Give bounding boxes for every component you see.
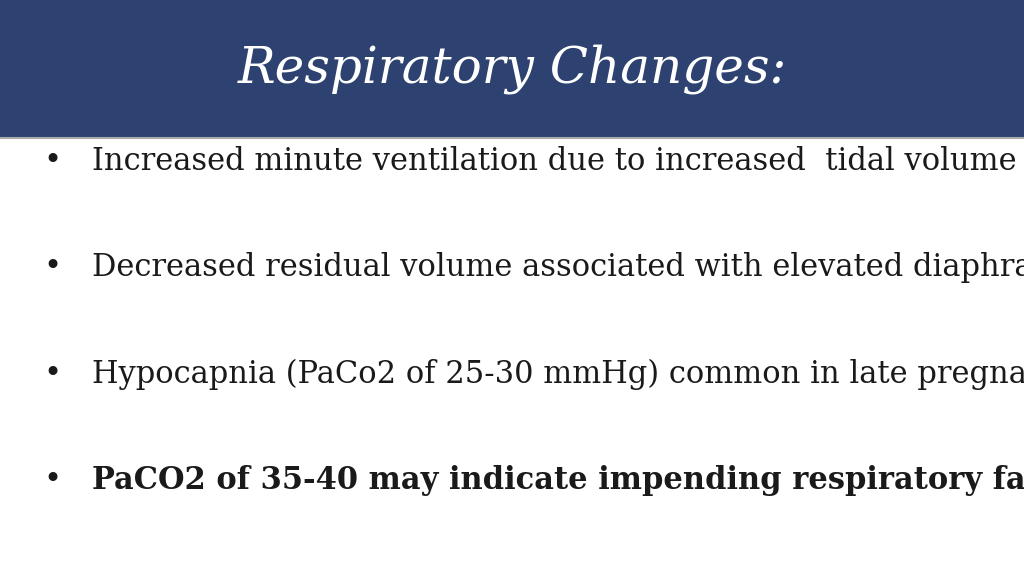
Text: PaCO2 of 35-40 may indicate impending respiratory failure: PaCO2 of 35-40 may indicate impending re… [92,465,1024,497]
Text: •: • [43,252,61,283]
Text: Decreased residual volume associated with elevated diaphragm: Decreased residual volume associated wit… [92,252,1024,283]
Text: Increased minute ventilation due to increased  tidal volume: Increased minute ventilation due to incr… [92,146,1017,177]
Text: Hypocapnia (PaCo2 of 25-30 mmHg) common in late pregnancy: Hypocapnia (PaCo2 of 25-30 mmHg) common … [92,359,1024,390]
Text: •: • [43,465,61,497]
Text: •: • [43,146,61,177]
Text: •: • [43,359,61,390]
FancyBboxPatch shape [0,0,1024,138]
Text: Respiratory Changes:: Respiratory Changes: [238,44,786,94]
